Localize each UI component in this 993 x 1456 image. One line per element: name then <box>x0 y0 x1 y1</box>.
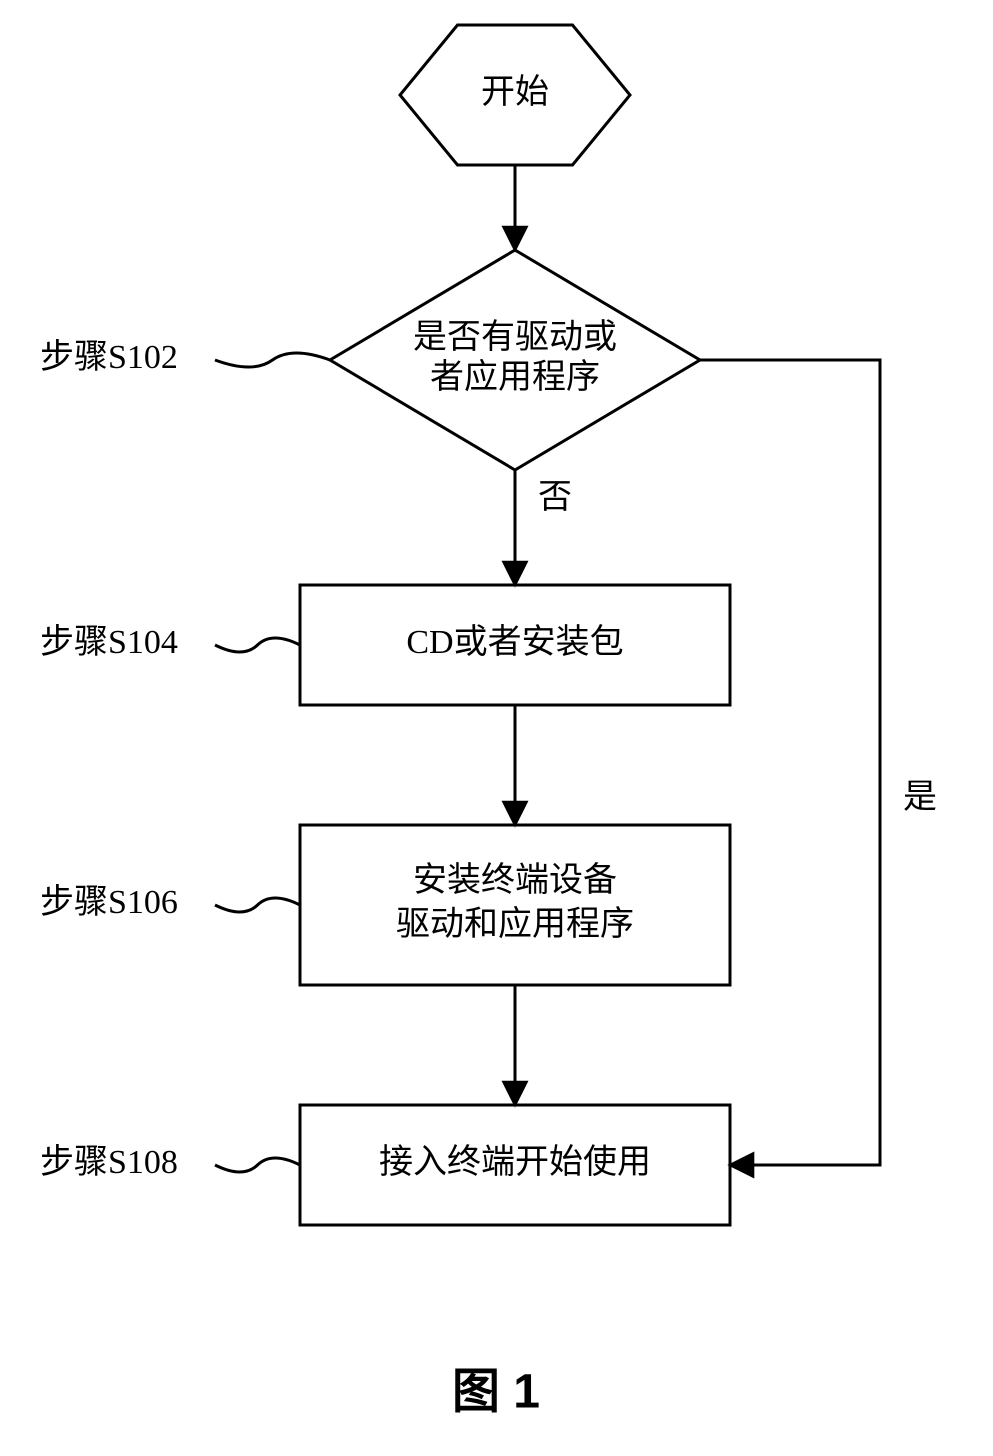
edge-label-4: 是 <box>903 779 937 816</box>
step-label-1: 步骤S104 <box>40 623 178 661</box>
flowchart-canvas: 开始是否有驱动或者应用程序 CD或者安装包安装终端设备驱动和应用程序接入终端开始使… <box>0 0 993 1456</box>
edge-decision-boxC <box>700 360 880 1165</box>
step-connector-2 <box>215 898 300 912</box>
figure-caption: 图 1 <box>452 1366 540 1419</box>
node-boxB-text-1: 驱动和应用程序 <box>396 905 634 943</box>
step-label-2: 步骤S106 <box>40 883 178 921</box>
step-label-0: 步骤S102 <box>40 338 178 376</box>
step-connector-1 <box>215 638 300 652</box>
node-boxC-text-0: 接入终端开始使用 <box>379 1143 651 1181</box>
node-start-text-0: 开始 <box>481 73 549 111</box>
step-connector-3 <box>215 1158 300 1172</box>
edge-label-1: 否 <box>538 479 572 516</box>
step-connector-0 <box>215 353 330 367</box>
node-boxB-text-0: 安装终端设备 <box>413 861 617 899</box>
step-label-3: 步骤S108 <box>40 1143 178 1181</box>
node-decision-text-0: 是否有驱动或 <box>413 318 617 356</box>
node-boxA-text-0: CD或者安装包 <box>406 623 623 661</box>
node-decision-text-1: 者应用程序 <box>430 358 600 396</box>
